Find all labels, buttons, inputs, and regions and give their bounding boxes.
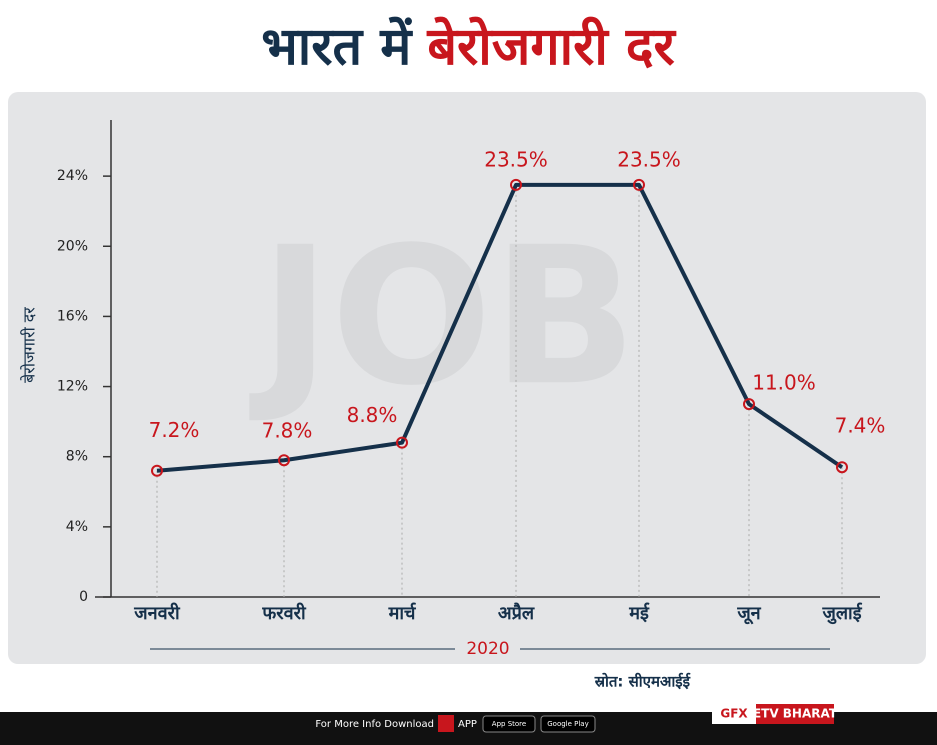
- app-store-text: App Store: [492, 720, 526, 728]
- x-tick-label: जून: [736, 603, 761, 625]
- data-point: [743, 398, 755, 411]
- data-point: [836, 461, 848, 474]
- chart-panel: [8, 92, 926, 664]
- data-label: 23.5%: [484, 147, 548, 171]
- data-label: 23.5%: [617, 147, 681, 171]
- gfx: GFX: [720, 707, 748, 721]
- x-tick-label: मई: [628, 602, 650, 624]
- title-part: बेरोजगारी दर: [426, 16, 676, 77]
- app-icon: [438, 715, 454, 732]
- data-point: [151, 464, 163, 477]
- app-store-badge[interactable]: [482, 715, 536, 733]
- gfx-box: [712, 704, 756, 724]
- source: स्रोत: सीएमआईई: [594, 673, 691, 691]
- y-tick-label: 12%: [57, 379, 88, 395]
- brand: ETV BHARAT: [753, 707, 838, 721]
- data-label: 8.8%: [347, 403, 398, 427]
- title-part: भारत में: [261, 16, 413, 77]
- data-label: 11.0%: [752, 371, 816, 395]
- y-tick-label: 20%: [57, 238, 88, 254]
- x-tick-label: फरवरी: [261, 602, 307, 624]
- brand-box: [756, 704, 834, 724]
- x-tick-label: अप्रैल: [498, 602, 535, 624]
- data-label: 7.4%: [835, 414, 886, 438]
- google-play-badge[interactable]: [540, 715, 596, 733]
- data-line: [156, 182, 844, 473]
- data-label: 7.2%: [149, 418, 200, 442]
- data-point: [510, 178, 522, 191]
- y-tick-label: 8%: [66, 449, 88, 465]
- y-tick-label: 0: [79, 589, 88, 605]
- footer-app: APP: [458, 719, 477, 730]
- y-tick-label: 24%: [57, 168, 88, 184]
- y-axis-label: बेरोजगारी दर: [20, 307, 39, 383]
- data-point: [396, 436, 408, 449]
- x-group-label: 2020: [466, 639, 509, 659]
- footer-info: For More Info Download: [315, 719, 434, 730]
- y-tick-label: 4%: [66, 519, 88, 535]
- x-tick-label: मार्च: [388, 602, 417, 624]
- data-label: 7.8%: [262, 419, 313, 443]
- watermark: JOB: [249, 206, 637, 427]
- data-point: [278, 454, 290, 467]
- y-tick-label: 16%: [57, 308, 88, 324]
- google-play-text: Google Play: [547, 720, 589, 728]
- x-tick-label: जनवरी: [133, 602, 181, 624]
- chart-title: भारत में बेरोजगारी दर: [261, 16, 676, 77]
- x-tick-label: जुलाई: [821, 602, 862, 625]
- data-point: [633, 178, 645, 191]
